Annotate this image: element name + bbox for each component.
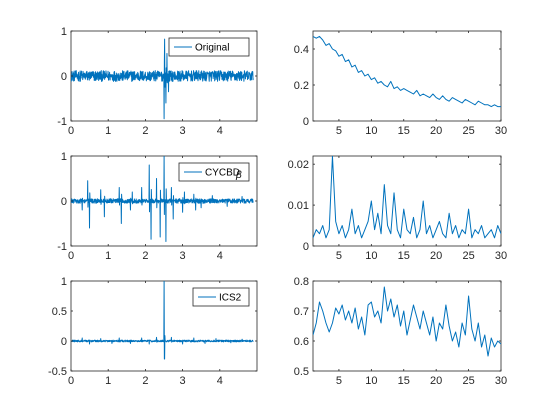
x-tick-label: 1 — [105, 375, 111, 387]
x-tick-label: 4 — [217, 125, 223, 137]
x-tick-label: 2 — [142, 250, 148, 262]
y-tick-label: 0.6 — [294, 336, 309, 348]
x-tick-label: 1 — [105, 250, 111, 262]
x-tick-label: 5 — [336, 375, 342, 387]
legend-subscript: β — [235, 170, 242, 181]
series-line — [313, 35, 501, 108]
y-tick-label: 0.01 — [288, 200, 309, 212]
x-tick-label: 15 — [398, 125, 410, 137]
series-line — [71, 281, 254, 360]
y-tick-label: 0.5 — [52, 306, 67, 318]
series-line — [71, 156, 254, 242]
y-tick-label: 0 — [303, 116, 309, 128]
x-tick-label: 1 — [105, 125, 111, 137]
x-tick-label: 0 — [68, 375, 74, 387]
series-line — [71, 38, 254, 120]
x-tick-label: 30 — [495, 250, 507, 262]
y-tick-label: 0.2 — [294, 80, 309, 92]
axes-box — [312, 280, 502, 372]
legend-label: CYCBD — [205, 168, 240, 179]
x-tick-label: 3 — [180, 125, 186, 137]
axes-box — [312, 30, 502, 122]
y-tick-label: 0 — [61, 71, 67, 83]
y-tick-label: 0.8 — [294, 276, 309, 288]
legend-box — [192, 287, 250, 307]
x-tick-label: 10 — [365, 250, 377, 262]
y-tick-label: 0 — [61, 196, 67, 208]
panel-middle-right: 5 10 15 20 25 30 0 0.01 0.02 — [288, 155, 507, 262]
legend: ICS2 — [192, 287, 250, 307]
legend-label: ICS2 — [219, 293, 242, 304]
x-tick-label: 10 — [365, 125, 377, 137]
axes-box — [312, 155, 502, 247]
y-tick-label: -1 — [57, 116, 67, 128]
x-tick-label: 0 — [68, 250, 74, 262]
y-tick-label: -0.5 — [48, 366, 67, 378]
y-tick-label: 0 — [303, 241, 309, 253]
x-tick-label: 2 — [142, 125, 148, 137]
panel-bottom-right: 5 10 15 20 25 30 0.5 0.6 0.7 0.8 — [294, 276, 507, 387]
x-tick-label: 20 — [430, 125, 442, 137]
y-tick-label: -1 — [57, 241, 67, 253]
legend-box — [168, 37, 250, 57]
x-tick-label: 10 — [365, 375, 377, 387]
x-tick-label: 5 — [336, 250, 342, 262]
x-tick-label: 15 — [398, 250, 410, 262]
x-tick-label: 25 — [462, 250, 474, 262]
legend-box — [178, 162, 250, 182]
y-tick-label: 1 — [61, 276, 67, 288]
panel-top-right: 5 10 15 20 25 30 0 0.2 0.4 — [294, 30, 507, 137]
x-tick-label: 15 — [398, 375, 410, 387]
y-tick-label: 0.4 — [294, 44, 309, 56]
x-tick-label: 0 — [68, 125, 74, 137]
y-tick-label: 0.5 — [294, 366, 309, 378]
x-tick-label: 25 — [462, 125, 474, 137]
x-tick-label: 4 — [217, 250, 223, 262]
x-tick-label: 30 — [495, 125, 507, 137]
x-tick-label: 4 — [217, 375, 223, 387]
x-tick-label: 5 — [336, 125, 342, 137]
x-tick-label: 25 — [462, 375, 474, 387]
legend-label: Original — [195, 43, 229, 54]
series-line — [313, 286, 501, 357]
x-tick-label: 30 — [495, 375, 507, 387]
y-tick-label: 0.02 — [288, 159, 309, 171]
x-tick-label: 20 — [430, 250, 442, 262]
y-tick-label: 1 — [61, 151, 67, 163]
x-tick-label: 20 — [430, 375, 442, 387]
y-tick-label: 0.7 — [294, 306, 309, 318]
series-line — [313, 156, 501, 239]
x-tick-label: 3 — [180, 375, 186, 387]
x-tick-label: 2 — [142, 375, 148, 387]
y-tick-label: 0 — [61, 336, 67, 348]
legend: Original — [168, 37, 250, 57]
y-tick-label: 1 — [61, 26, 67, 38]
x-tick-label: 3 — [180, 250, 186, 262]
